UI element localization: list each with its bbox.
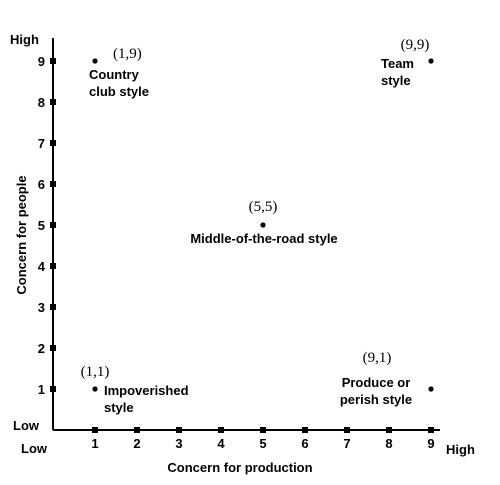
x-axis-title: Concern for production <box>167 460 312 475</box>
y-tick-label: 7 <box>38 136 45 151</box>
y-tick-mark <box>50 181 56 187</box>
style-points: (1,9) Country club style (9,9) Team style (5,5… <box>81 37 434 415</box>
x-tick-label: 8 <box>385 436 392 451</box>
y-tick-label: 2 <box>38 341 45 356</box>
point-marker <box>92 386 98 392</box>
point-marker <box>92 58 98 64</box>
x-tick-label: 5 <box>259 436 266 451</box>
point-style-label: Team <box>381 56 414 71</box>
x-tick-label: 7 <box>343 436 350 451</box>
x-tick-label: 2 <box>133 436 140 451</box>
axis-ticks <box>50 58 434 433</box>
y-tick-mark <box>50 263 56 269</box>
point-style-label: Produce or <box>342 375 411 390</box>
point-coordinate-label: (9,9) <box>401 37 430 53</box>
y-low-label: Low <box>13 418 40 433</box>
x-tick-mark <box>92 427 98 433</box>
x-tick-mark <box>260 427 266 433</box>
y-tick-label: 9 <box>38 54 45 69</box>
y-tick-mark <box>50 58 56 64</box>
x-tick-mark <box>428 427 434 433</box>
point-style-label: perish style <box>340 392 412 407</box>
point-style-label: style <box>381 73 411 88</box>
point-style-label: style <box>104 400 134 415</box>
y-tick-label: 5 <box>38 218 45 233</box>
point-coordinate-label: (5,5) <box>249 199 278 215</box>
x-high-label: High <box>446 442 475 457</box>
y-high-label: High <box>10 32 39 47</box>
y-tick-label: 8 <box>38 95 45 110</box>
x-tick-mark <box>176 427 182 433</box>
point-style-label: club style <box>89 84 149 99</box>
tick-labels: 1 2 3 4 5 6 7 8 9 1 2 3 4 5 6 7 8 9 <box>38 54 435 451</box>
y-tick-label: 1 <box>38 382 45 397</box>
point-style-label: Country <box>89 67 140 82</box>
style-point: (1,9) Country club style <box>89 46 149 99</box>
style-point: (5,5) Middle-of-the-road style <box>190 199 337 246</box>
y-tick-label: 4 <box>38 259 46 274</box>
x-low-label: Low <box>21 441 48 456</box>
y-tick-label: 3 <box>38 300 45 315</box>
y-axis-title: Concern for people <box>14 175 29 294</box>
style-point: (1,1) Impoverished style <box>81 364 189 415</box>
x-tick-label: 6 <box>301 436 308 451</box>
y-tick-mark <box>50 304 56 310</box>
point-marker <box>260 222 266 228</box>
point-marker <box>428 386 434 392</box>
x-tick-mark <box>218 427 224 433</box>
point-coordinate-label: (9,1) <box>363 350 392 366</box>
y-tick-mark <box>50 222 56 228</box>
x-tick-mark <box>302 427 308 433</box>
point-coordinate-label: (1,9) <box>113 46 142 62</box>
point-style-label: Middle-of-the-road style <box>190 231 337 246</box>
x-tick-label: 9 <box>427 436 434 451</box>
style-point: (9,9) Team style <box>381 37 434 88</box>
point-coordinate-label: (1,1) <box>81 364 110 380</box>
x-tick-label: 3 <box>175 436 182 451</box>
point-marker <box>428 58 434 64</box>
style-point: (9,1) Produce or perish style <box>340 350 434 407</box>
point-style-label: Impoverished <box>104 383 189 398</box>
x-tick-label: 4 <box>217 436 225 451</box>
x-tick-label: 1 <box>91 436 98 451</box>
y-tick-mark <box>50 140 56 146</box>
x-tick-mark <box>134 427 140 433</box>
y-tick-label: 6 <box>38 177 45 192</box>
y-tick-mark <box>50 99 56 105</box>
y-tick-mark <box>50 386 56 392</box>
x-tick-mark <box>344 427 350 433</box>
y-tick-mark <box>50 345 56 351</box>
x-tick-mark <box>386 427 392 433</box>
